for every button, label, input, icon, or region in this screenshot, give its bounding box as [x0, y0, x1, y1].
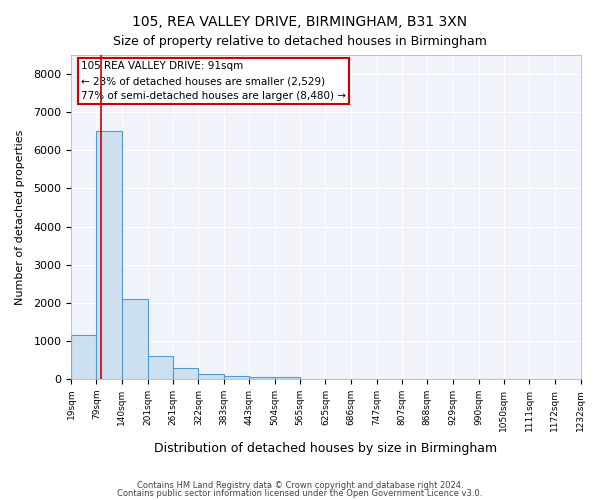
Text: Contains HM Land Registry data © Crown copyright and database right 2024.: Contains HM Land Registry data © Crown c…	[137, 481, 463, 490]
Text: Contains public sector information licensed under the Open Government Licence v3: Contains public sector information licen…	[118, 488, 482, 498]
Text: 105, REA VALLEY DRIVE, BIRMINGHAM, B31 3XN: 105, REA VALLEY DRIVE, BIRMINGHAM, B31 3…	[133, 15, 467, 29]
Bar	[71, 335, 97, 379]
Bar	[224, 376, 250, 379]
Bar	[148, 356, 173, 379]
Y-axis label: Number of detached properties: Number of detached properties	[15, 130, 25, 304]
Bar	[97, 131, 122, 379]
Bar	[199, 374, 224, 379]
Bar	[122, 299, 148, 379]
Bar	[275, 377, 300, 379]
Text: 105 REA VALLEY DRIVE: 91sqm
← 23% of detached houses are smaller (2,529)
77% of : 105 REA VALLEY DRIVE: 91sqm ← 23% of det…	[82, 62, 346, 101]
Bar	[249, 377, 275, 379]
Bar	[173, 368, 199, 379]
Text: Size of property relative to detached houses in Birmingham: Size of property relative to detached ho…	[113, 35, 487, 48]
X-axis label: Distribution of detached houses by size in Birmingham: Distribution of detached houses by size …	[154, 442, 497, 455]
